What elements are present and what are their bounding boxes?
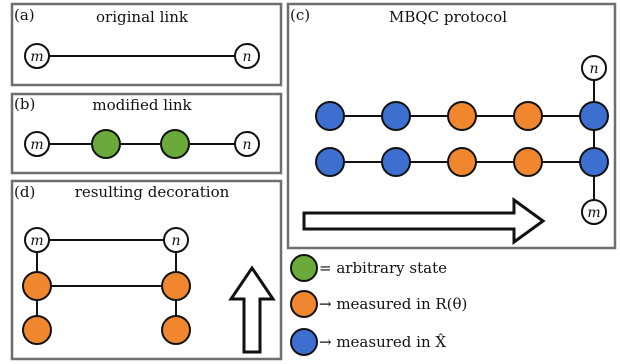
arbitrary-state-node — [91, 129, 121, 159]
legend-r-label: → measured in R(θ) — [319, 295, 467, 313]
panel-a-tag: (a) — [14, 6, 35, 24]
legend: = arbitrary state → measured in R(θ) → m… — [290, 254, 467, 356]
node-n-label: n — [242, 137, 251, 153]
panel-b-title: modified link — [92, 96, 192, 114]
r-measured-node — [22, 271, 52, 301]
panel-c: (c) MBQC protocol n m — [286, 2, 617, 250]
r-measured-node — [22, 315, 52, 345]
node-m-label: m — [587, 205, 600, 221]
node-n — [234, 131, 260, 157]
panel-d-title: resulting decoration — [75, 183, 230, 201]
node-m — [581, 199, 607, 225]
panel-a-frame — [10, 2, 283, 87]
x-measured-node — [579, 101, 609, 131]
up-arrow-icon — [228, 265, 276, 354]
panel-d: (d) resulting decoration m n — [10, 179, 283, 361]
x-measured-node — [315, 147, 345, 177]
legend-orange-swatch — [290, 290, 318, 318]
right-arrow-icon — [302, 197, 546, 245]
r-measured-node — [513, 147, 543, 177]
panel-c-title: MBQC protocol — [389, 8, 507, 26]
legend-blue-swatch — [290, 328, 318, 356]
node-m-label: m — [30, 137, 43, 153]
r-measured-node — [447, 101, 477, 131]
node-n — [581, 55, 607, 81]
r-measured-node — [161, 271, 191, 301]
panel-a: (a) original link m n — [10, 2, 283, 87]
x-measured-node — [315, 101, 345, 131]
arbitrary-state-node — [160, 129, 190, 159]
legend-arbitrary-label: = arbitrary state — [319, 259, 447, 277]
r-measured-node — [447, 147, 477, 177]
r-measured-node — [513, 101, 543, 131]
node-n-label: n — [242, 49, 251, 65]
x-measured-node — [381, 101, 411, 131]
panel-a-title: original link — [96, 8, 189, 26]
panel-b: (b) modified link m n — [10, 92, 283, 175]
x-measured-node — [579, 147, 609, 177]
panel-c-frame — [286, 2, 617, 250]
legend-green-swatch — [290, 254, 318, 282]
panel-d-tag: (d) — [14, 183, 35, 201]
panel-b-tag: (b) — [14, 95, 35, 113]
node-m — [24, 131, 50, 157]
node-n-label: n — [589, 61, 598, 77]
node-m — [24, 227, 50, 253]
node-m — [24, 43, 50, 69]
node-m-label: m — [30, 49, 43, 65]
legend-x-label: → measured in X̂ — [319, 333, 446, 351]
x-measured-node — [381, 147, 411, 177]
panel-d-frame — [10, 179, 283, 361]
panel-c-tag: (c) — [290, 6, 310, 24]
r-measured-node — [161, 315, 191, 345]
node-n — [163, 227, 189, 253]
node-n — [234, 43, 260, 69]
node-n-label: n — [171, 233, 180, 249]
panel-b-frame — [10, 92, 283, 175]
node-m-label: m — [30, 233, 43, 249]
